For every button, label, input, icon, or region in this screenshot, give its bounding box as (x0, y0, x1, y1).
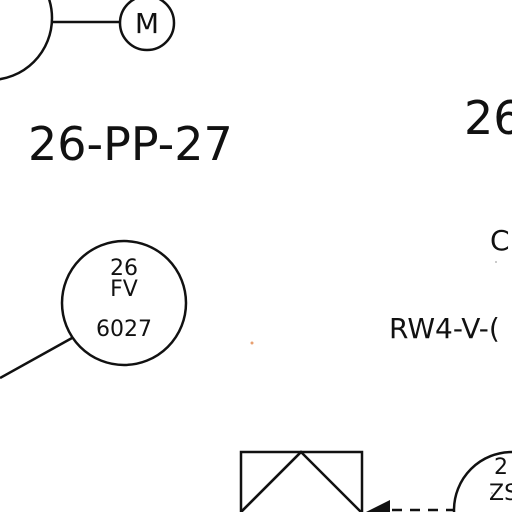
scan-speck (495, 261, 497, 263)
actuator-triangle-left (240, 450, 362, 512)
fv-instrument-bubble (60, 239, 188, 367)
zs-instrument-bubble (452, 450, 512, 512)
motor-symbol: M (135, 7, 159, 40)
zs-area-number: 2 (494, 455, 508, 480)
fv-type: FV (110, 277, 138, 302)
fv-loop-number: 6027 (96, 317, 152, 342)
line-number-label: RW4-V-( (389, 312, 500, 345)
fv-area-number: 26 (110, 256, 138, 281)
pump-tag: 26-PP-27 (28, 117, 233, 171)
pump-circle (0, 0, 54, 81)
zs-type: ZS (489, 481, 512, 506)
actuator-box (239, 450, 364, 512)
scan-speck (250, 341, 254, 345)
right-label-mid: Cl (490, 224, 512, 257)
motor-circle (118, 0, 176, 52)
actuator-center-line (240, 451, 302, 512)
fv-leader-line (0, 336, 73, 380)
arrow-head (366, 500, 390, 512)
right-label-top: 26 (464, 91, 512, 145)
scan-speck (491, 492, 493, 494)
